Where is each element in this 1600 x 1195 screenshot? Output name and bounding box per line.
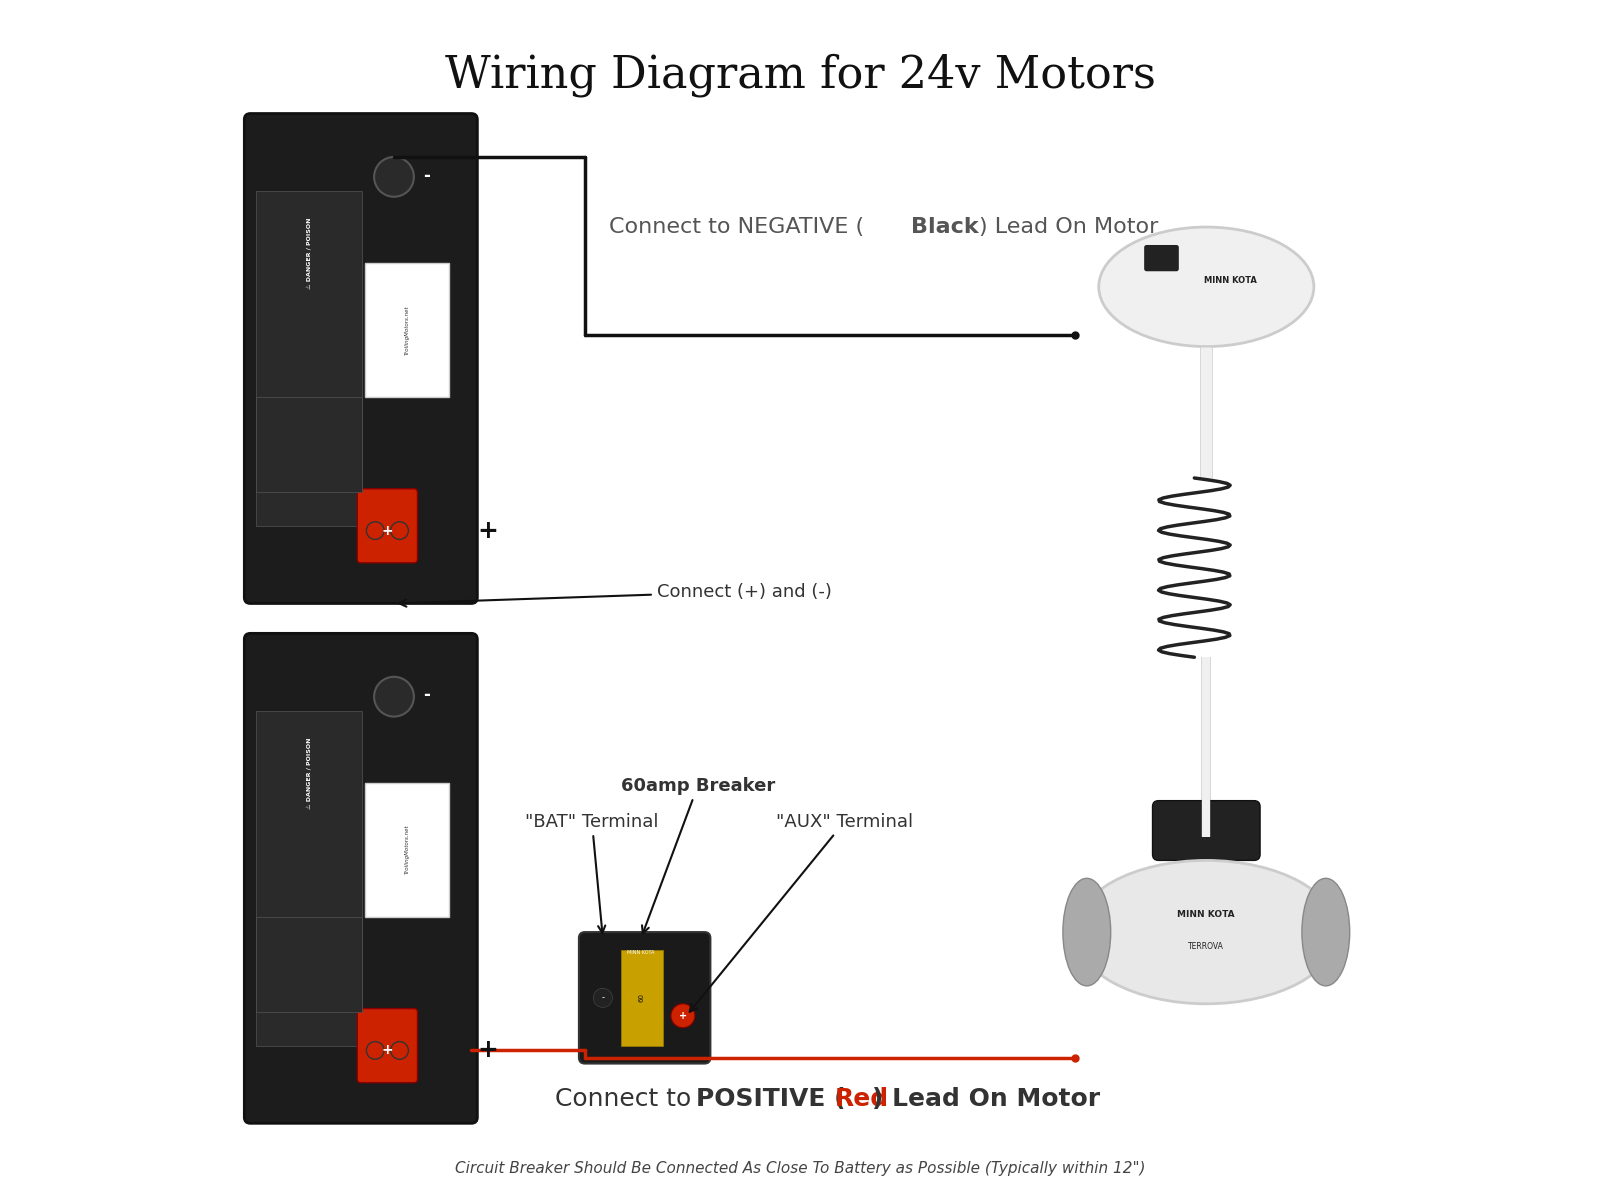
Text: ⚠ DANGER / POISON: ⚠ DANGER / POISON	[307, 217, 312, 289]
Circle shape	[366, 522, 384, 539]
Text: TERROVA: TERROVA	[1189, 942, 1224, 951]
Text: Black: Black	[910, 217, 979, 237]
Bar	[256, 917, 362, 1012]
Circle shape	[374, 676, 414, 717]
Text: -: -	[422, 686, 430, 705]
Text: MINN KOTA: MINN KOTA	[627, 950, 654, 955]
Bar	[365, 783, 450, 917]
Text: -: -	[422, 166, 430, 185]
Circle shape	[366, 1042, 384, 1059]
Text: Circuit Breaker Should Be Connected As Close To Battery as Possible (Typically w: Circuit Breaker Should Be Connected As C…	[454, 1162, 1146, 1176]
Bar	[256, 191, 362, 526]
Text: ) Lead On Motor: ) Lead On Motor	[979, 217, 1158, 237]
Text: "AUX" Terminal: "AUX" Terminal	[690, 813, 914, 1012]
Circle shape	[374, 157, 414, 197]
Text: ⚠ DANGER / POISON: ⚠ DANGER / POISON	[307, 737, 312, 809]
Text: Connect to NEGATIVE (: Connect to NEGATIVE (	[610, 217, 864, 237]
Bar	[256, 711, 362, 1046]
Circle shape	[390, 1042, 408, 1059]
Text: +: +	[477, 519, 498, 543]
Circle shape	[670, 1004, 694, 1028]
Bar	[256, 397, 362, 492]
Ellipse shape	[1062, 878, 1110, 986]
FancyBboxPatch shape	[245, 114, 477, 603]
Text: 60: 60	[638, 993, 645, 1003]
Text: 60amp Breaker: 60amp Breaker	[621, 777, 774, 933]
Text: TrollingMotors.net: TrollingMotors.net	[405, 825, 410, 875]
Text: "BAT" Terminal: "BAT" Terminal	[525, 813, 659, 933]
Text: +: +	[477, 1038, 498, 1062]
Text: +: +	[381, 1043, 394, 1058]
Text: TrollingMotors.net: TrollingMotors.net	[405, 305, 410, 355]
Ellipse shape	[1302, 878, 1350, 986]
Text: ) Lead On Motor: ) Lead On Motor	[872, 1087, 1099, 1111]
FancyBboxPatch shape	[1152, 801, 1261, 860]
Text: +: +	[381, 523, 394, 538]
Text: +: +	[678, 1011, 686, 1021]
Bar	[365, 263, 450, 397]
FancyBboxPatch shape	[579, 932, 710, 1064]
Text: -: -	[602, 993, 605, 1003]
Text: Wiring Diagram for 24v Motors: Wiring Diagram for 24v Motors	[445, 54, 1155, 98]
FancyBboxPatch shape	[245, 633, 477, 1123]
Ellipse shape	[1075, 860, 1338, 1004]
Text: Red: Red	[835, 1087, 888, 1111]
Text: MINN KOTA: MINN KOTA	[1178, 909, 1235, 919]
Circle shape	[594, 988, 613, 1007]
Ellipse shape	[1099, 227, 1314, 347]
Circle shape	[390, 522, 408, 539]
FancyBboxPatch shape	[357, 489, 418, 563]
Text: MINN KOTA: MINN KOTA	[1203, 276, 1256, 286]
FancyBboxPatch shape	[1144, 245, 1179, 271]
Text: Connect (+) and (-): Connect (+) and (-)	[398, 582, 832, 607]
FancyBboxPatch shape	[357, 1009, 418, 1083]
Bar	[621, 950, 662, 1046]
Text: Connect to: Connect to	[555, 1087, 699, 1111]
Text: POSITIVE (: POSITIVE (	[696, 1087, 845, 1111]
